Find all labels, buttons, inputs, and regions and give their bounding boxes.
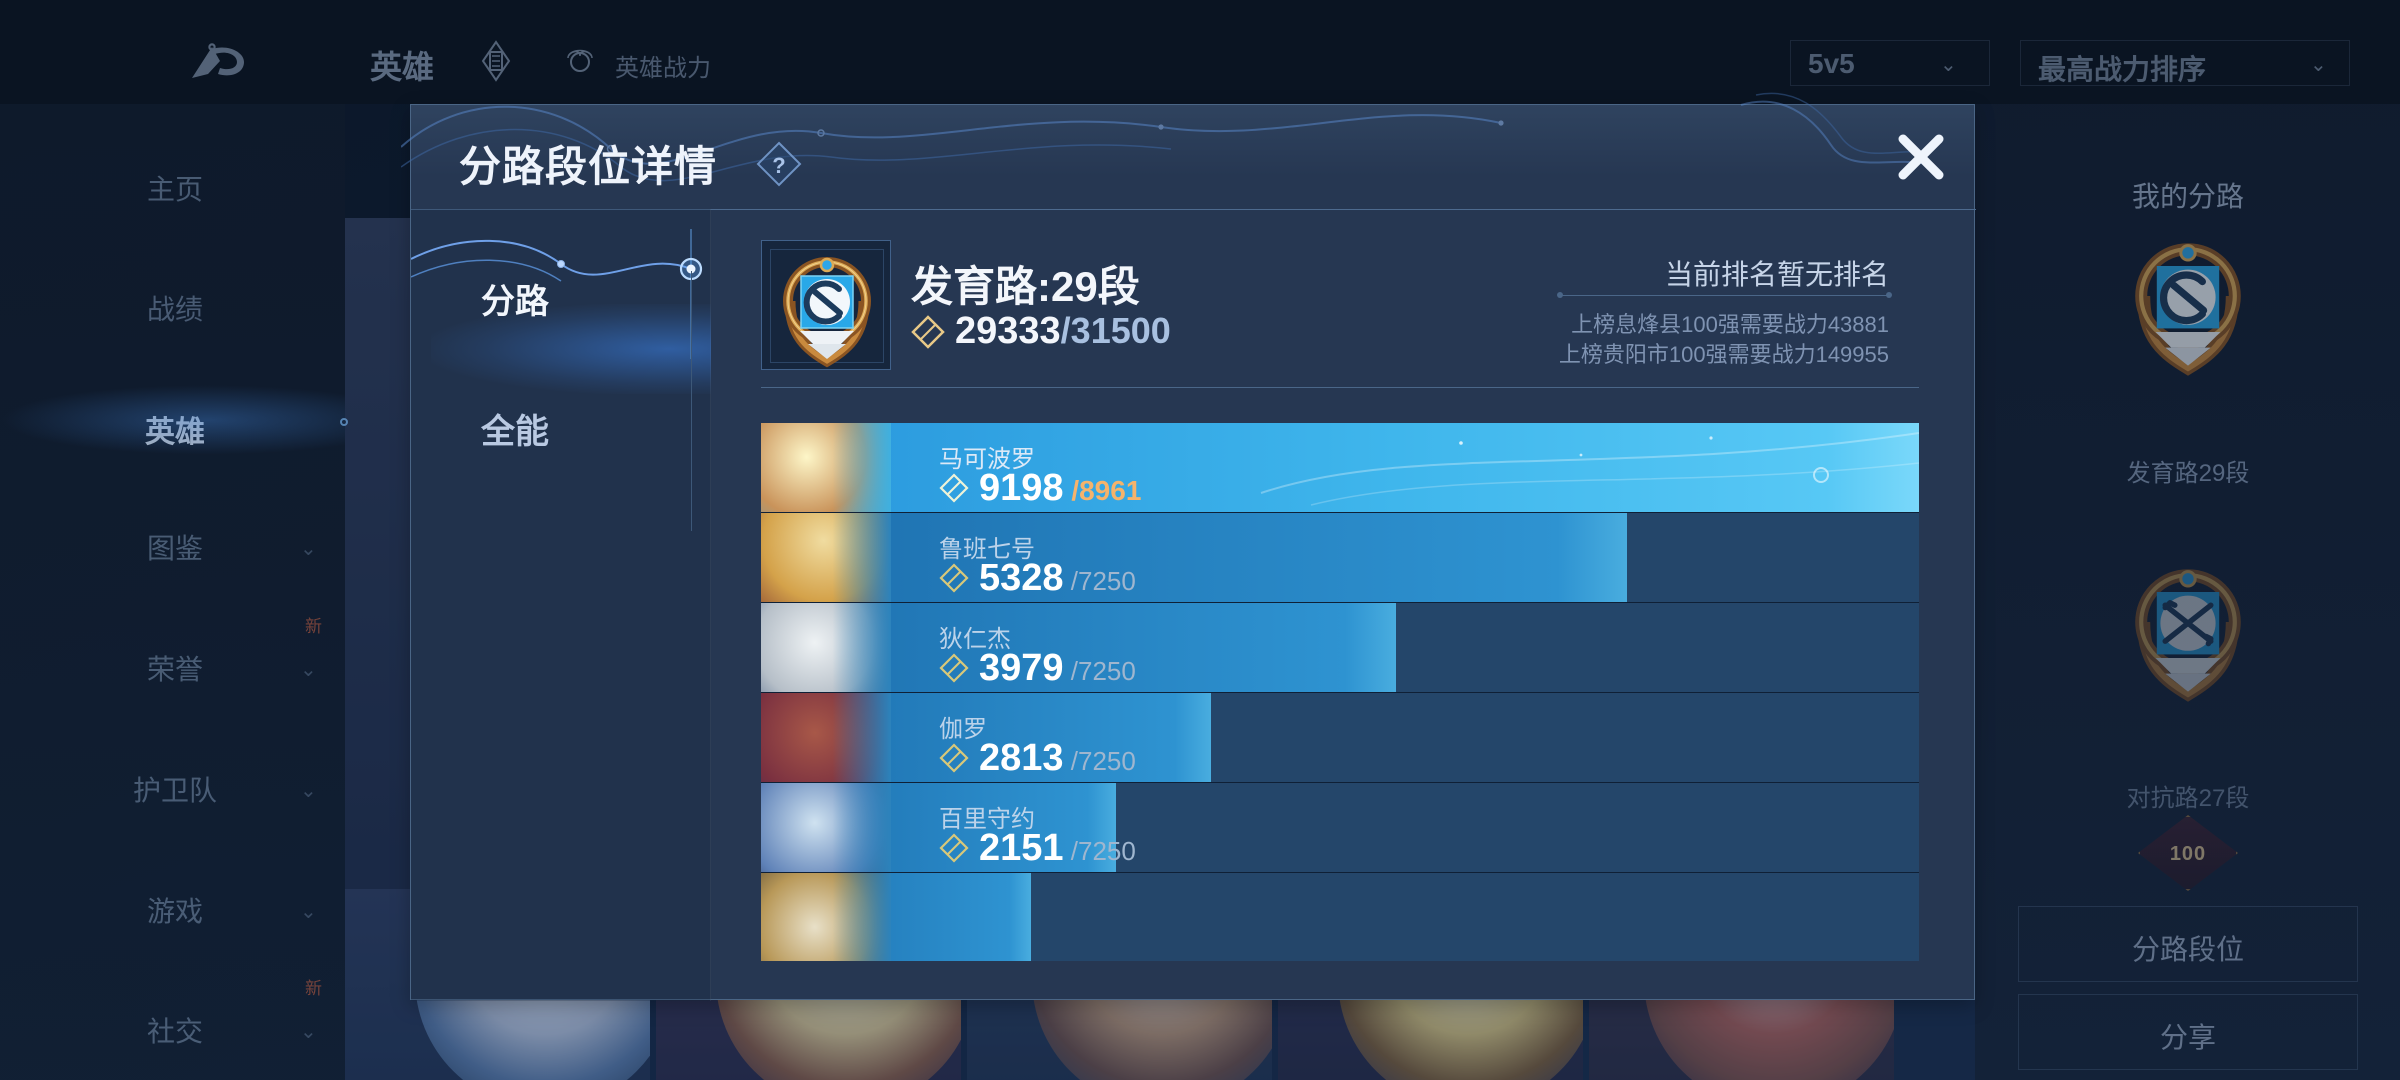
svg-text:?: ?: [772, 153, 785, 178]
